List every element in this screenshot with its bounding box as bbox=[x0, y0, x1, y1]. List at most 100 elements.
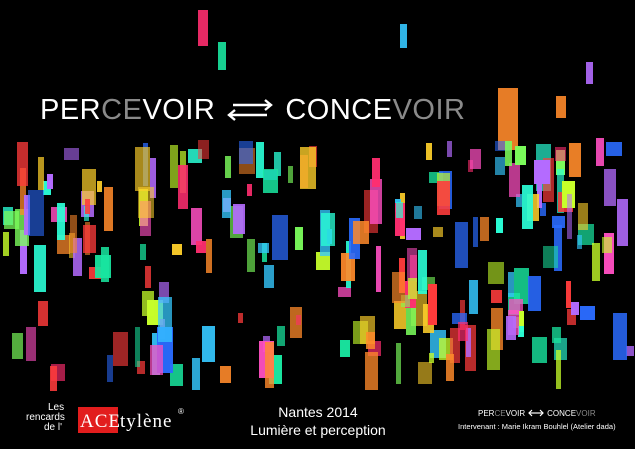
light-bar bbox=[340, 340, 350, 357]
headline-left-part2: CE bbox=[101, 93, 143, 126]
light-bar bbox=[429, 172, 443, 183]
light-bar bbox=[580, 306, 595, 320]
light-bar bbox=[586, 62, 593, 84]
light-bar bbox=[543, 246, 558, 268]
double-arrow-icon bbox=[227, 99, 274, 121]
light-bar bbox=[571, 302, 579, 315]
light-bar bbox=[172, 244, 182, 255]
light-bar bbox=[395, 203, 405, 236]
light-bar bbox=[140, 244, 146, 260]
light-bar bbox=[247, 184, 252, 196]
mini-left-part3: VOIR bbox=[505, 408, 526, 418]
light-bar bbox=[247, 239, 255, 272]
light-bar bbox=[447, 141, 452, 157]
event-info: Nantes 2014 Lumière et perception bbox=[236, 403, 400, 439]
light-bar bbox=[263, 169, 278, 193]
light-bar bbox=[540, 203, 546, 216]
light-bar bbox=[426, 143, 432, 160]
light-bar bbox=[70, 215, 77, 253]
light-bar bbox=[238, 313, 243, 323]
light-bar bbox=[473, 217, 478, 247]
mini-right-part2: VOIR bbox=[576, 408, 596, 418]
light-bar bbox=[20, 168, 26, 215]
light-bar bbox=[406, 228, 421, 240]
light-bar bbox=[138, 187, 154, 218]
light-bar bbox=[552, 216, 565, 228]
event-theme: Lumière et perception bbox=[250, 422, 386, 438]
light-bar bbox=[272, 215, 288, 260]
logo-ace: ACE bbox=[80, 411, 121, 432]
light-bar bbox=[295, 227, 303, 250]
light-bar bbox=[38, 157, 44, 190]
light-bar bbox=[113, 332, 128, 366]
light-bar bbox=[604, 169, 616, 206]
light-bar bbox=[532, 337, 547, 363]
light-bar bbox=[452, 313, 467, 324]
light-bar bbox=[466, 328, 471, 357]
light-bar bbox=[83, 225, 96, 253]
main-headline: PER CE VOIR CONCE VOIR bbox=[40, 93, 465, 127]
light-bar bbox=[12, 333, 23, 359]
light-bar bbox=[158, 297, 172, 342]
light-bar bbox=[508, 272, 514, 297]
light-bar bbox=[495, 141, 510, 151]
light-bar bbox=[396, 343, 401, 384]
light-bar bbox=[516, 194, 522, 207]
logo-rest: tylène bbox=[120, 411, 173, 432]
light-bar bbox=[24, 195, 30, 235]
light-bar bbox=[218, 42, 226, 70]
light-bar bbox=[353, 221, 369, 244]
light-bar bbox=[470, 149, 481, 169]
light-bar bbox=[142, 291, 154, 316]
light-bar bbox=[341, 253, 355, 281]
light-bar bbox=[288, 166, 293, 183]
light-bar bbox=[150, 158, 156, 198]
light-bar bbox=[222, 190, 231, 218]
light-bar bbox=[596, 138, 604, 166]
light-bar bbox=[274, 152, 281, 176]
light-bar bbox=[170, 145, 178, 188]
light-bars-artwork bbox=[3, 10, 634, 391]
light-bar bbox=[82, 169, 96, 205]
light-bar bbox=[604, 233, 614, 274]
light-bar bbox=[602, 237, 612, 253]
mini-right-part1: CONCE bbox=[547, 408, 577, 418]
light-bar bbox=[220, 366, 231, 383]
light-bar bbox=[366, 332, 375, 349]
light-bar bbox=[488, 262, 504, 284]
light-bar bbox=[480, 217, 489, 241]
light-bar bbox=[107, 355, 113, 382]
light-bar bbox=[537, 181, 542, 208]
logo-line1: Les bbox=[48, 402, 65, 413]
light-bar bbox=[277, 326, 285, 346]
mini-headline: PER CE VOIR CONCE VOIR bbox=[478, 406, 618, 420]
light-bar bbox=[556, 150, 565, 175]
light-bar bbox=[577, 235, 582, 249]
mini-left-part2: CE bbox=[494, 408, 506, 418]
artwork: PER CE VOIR CONCE VOIR bbox=[3, 10, 634, 391]
light-bar bbox=[97, 181, 102, 192]
acetylene-logo: Les rencards de l' ACE tylène ® bbox=[10, 401, 186, 445]
light-bar bbox=[617, 199, 628, 246]
light-bar bbox=[20, 230, 27, 274]
light-bar bbox=[518, 326, 524, 337]
light-bar bbox=[401, 295, 410, 307]
light-bar bbox=[522, 185, 533, 229]
light-bar bbox=[408, 278, 417, 299]
light-bar bbox=[17, 142, 28, 186]
logo-registered: ® bbox=[178, 407, 184, 416]
light-bar bbox=[509, 163, 520, 197]
light-bar bbox=[567, 194, 572, 239]
light-bar bbox=[437, 181, 450, 215]
light-bar bbox=[3, 232, 9, 256]
light-bar bbox=[376, 246, 381, 292]
light-bar bbox=[140, 201, 151, 236]
light-bar bbox=[50, 366, 57, 391]
light-bar bbox=[394, 301, 406, 329]
light-bar bbox=[265, 342, 274, 388]
light-bar bbox=[159, 282, 169, 303]
light-bar bbox=[519, 311, 524, 332]
light-bar bbox=[198, 10, 208, 46]
light-bar bbox=[567, 309, 576, 325]
light-bar bbox=[433, 227, 443, 237]
